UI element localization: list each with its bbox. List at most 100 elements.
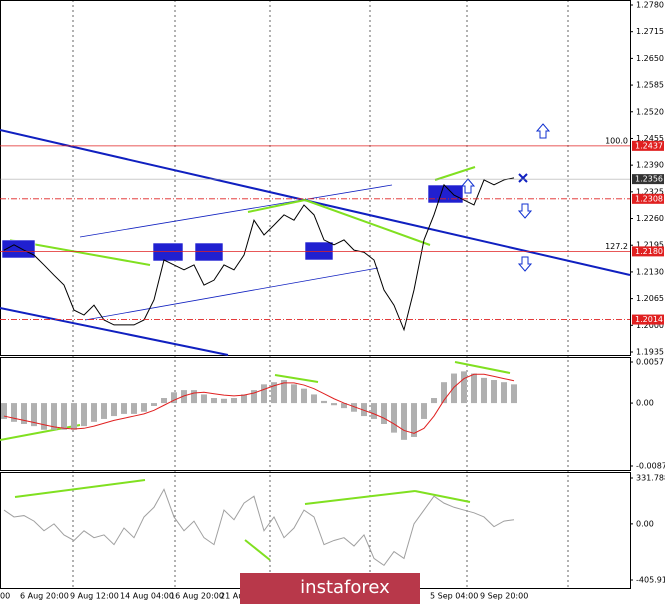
level-label: 1.2014 [635, 315, 663, 324]
macd-bar [161, 398, 167, 404]
macd-bar [81, 403, 87, 427]
y-tick-label: 1.2585 [636, 81, 664, 90]
y-tick-label: 1.2455 [636, 134, 664, 143]
panel-frames [0, 0, 631, 589]
level-annotation: 127.2 [605, 242, 628, 251]
macd-bar [151, 403, 157, 406]
macd-bar [331, 403, 337, 406]
arrow-down [517, 203, 533, 219]
divergence-line [304, 490, 416, 505]
macd-bar [401, 403, 407, 440]
macd-bar [291, 384, 297, 404]
y-tick-label: 1.2325 [636, 187, 664, 196]
level-label-bg [632, 140, 664, 151]
macd-bar [511, 384, 517, 404]
macd-bar [371, 403, 377, 419]
macd-bar [121, 403, 127, 414]
macd-bar [281, 380, 287, 404]
main-panel [0, 0, 631, 356]
macd-bar [21, 403, 27, 424]
x-tick-label: 14 Aug 04:00 [120, 592, 174, 601]
macd-bar [41, 403, 47, 430]
channel-line [84, 267, 379, 321]
x-tick-label: 16 Aug 20:00 [170, 592, 224, 601]
price-line [3, 177, 515, 332]
current-price-label: 1.2356 [635, 175, 663, 184]
y-tick-label: 1.2260 [636, 214, 664, 223]
macd-bar [351, 403, 357, 412]
x-tick-label: 00 [0, 592, 10, 601]
level-label-bg [632, 193, 664, 204]
zone-box [194, 242, 224, 262]
divergence-line [414, 490, 471, 503]
level-annotation: 100.0 [605, 136, 628, 145]
divergence-line [244, 539, 271, 561]
macd-bar [301, 388, 307, 404]
watermark-bg [240, 573, 420, 604]
divergence-line [0, 424, 81, 441]
divergence-line [274, 374, 319, 383]
macd-bar [111, 403, 117, 417]
level-label: 1.2308 [635, 194, 663, 203]
divergence-line [14, 479, 146, 498]
level-label-bg [632, 314, 664, 325]
macd-bar [431, 398, 437, 404]
macd-bar [141, 403, 147, 412]
macd-bar [101, 403, 107, 419]
macd-bar [341, 403, 347, 409]
x-tick-label: 5 Sep 04:00 [430, 592, 478, 601]
macd-bar [271, 382, 277, 404]
price-label-bg [632, 174, 664, 185]
y-tick-label: 0.0057 [636, 358, 664, 367]
macd-bar [451, 373, 457, 404]
macd-bar [381, 403, 387, 424]
macd-bar [391, 403, 397, 433]
x-tick-label: 6 Aug 20:00 [20, 592, 69, 601]
divergence-line [304, 199, 431, 246]
macd-bar [251, 390, 257, 404]
macd-bar [311, 394, 317, 404]
macd-bar [51, 403, 57, 430]
vertical-grid [72, 0, 569, 588]
macd-bar [261, 384, 267, 404]
zone-box [427, 184, 464, 204]
macd-bar [131, 403, 137, 414]
macd-bar [441, 382, 447, 404]
x-tick-label: 9 Aug 12:00 [70, 592, 119, 601]
y-tick-label: 331.7881 [636, 474, 665, 483]
macd-bar [211, 398, 217, 404]
x-tick-label: 21 Au [220, 592, 243, 601]
macd-bar [421, 403, 427, 419]
macd-bar [241, 394, 247, 404]
y-tick-label: 1.2130 [636, 267, 664, 276]
channel-line [0, 129, 631, 276]
arrow-up [535, 123, 551, 139]
y-tick-label: 1.2390 [636, 161, 664, 170]
macd-bar [501, 382, 507, 404]
arrow-up [460, 178, 476, 194]
channel-line [0, 307, 229, 356]
macd-bar [61, 403, 67, 430]
divergence-line [434, 166, 476, 181]
zone-box [152, 242, 184, 262]
arrow-down [517, 256, 533, 272]
channel-line [79, 184, 393, 238]
macd-bar [201, 394, 207, 404]
macd-bar [31, 403, 37, 427]
macd-bar [491, 380, 497, 404]
macd-bar [361, 403, 367, 417]
cci-line [3, 488, 515, 567]
y-tick-label: 1.2065 [636, 294, 664, 303]
watermark: instaforex [240, 573, 420, 604]
cross-mark [518, 173, 528, 183]
y-tick-label: 1.2780 [636, 1, 664, 10]
zone-box [1, 239, 36, 259]
macd-bar [191, 390, 197, 404]
macd-bar [321, 400, 327, 404]
level-label-bg [632, 246, 664, 257]
divergence-line [454, 361, 511, 374]
cci-panel [0, 472, 631, 589]
macd-bar [461, 371, 467, 404]
y-tick-label: 0.00 [636, 399, 654, 408]
